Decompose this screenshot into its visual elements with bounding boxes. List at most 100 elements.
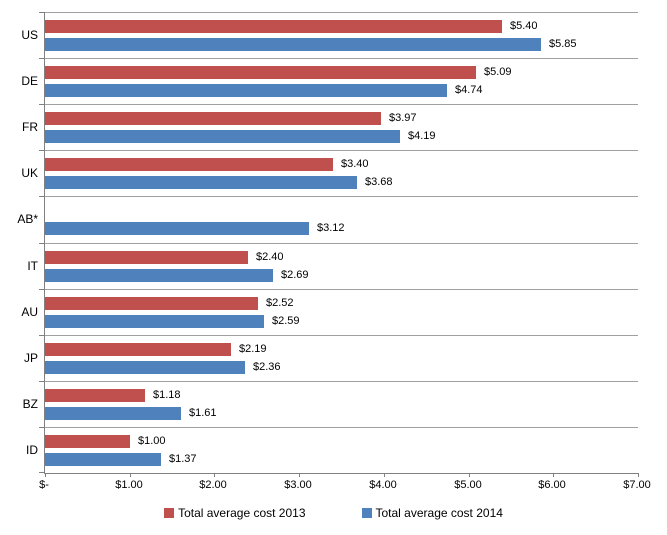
category-row: $1.18 $1.61 bbox=[45, 380, 638, 427]
category-label: JP bbox=[23, 350, 38, 365]
bar-series-1 bbox=[45, 296, 258, 310]
bar-series-2 bbox=[45, 84, 447, 98]
legend: Total average cost 2013 Total average cos… bbox=[0, 506, 667, 520]
value-axis-tick-label: $- bbox=[39, 479, 49, 491]
category-label: DE bbox=[21, 74, 38, 89]
category-label: IT bbox=[27, 258, 38, 273]
category-axis-tick bbox=[39, 427, 44, 428]
category-row: $3.40 $3.68 bbox=[45, 150, 638, 196]
bar-line: $1.37 bbox=[45, 452, 638, 466]
value-axis-tick bbox=[384, 473, 385, 477]
bar-line bbox=[45, 204, 638, 217]
value-axis-tick-label: $5.00 bbox=[454, 479, 482, 491]
category-row: $1.00 $1.37 bbox=[45, 426, 638, 473]
data-label: $2.19 bbox=[239, 342, 267, 355]
category-label: AU bbox=[21, 304, 38, 319]
value-axis-tick-label: $6.00 bbox=[538, 479, 566, 491]
category-axis-tick bbox=[39, 58, 44, 59]
value-axis-tick bbox=[130, 473, 131, 477]
category-row: $3.97 $4.19 bbox=[45, 104, 638, 150]
bar-series-2 bbox=[45, 130, 400, 144]
legend-label: Total average cost 2013 bbox=[178, 506, 306, 520]
bar-series-1 bbox=[45, 66, 476, 80]
value-axis-tick bbox=[469, 473, 470, 477]
data-label: $4.74 bbox=[455, 84, 483, 97]
bar-series-2 bbox=[45, 176, 357, 190]
data-label: $2.36 bbox=[253, 360, 281, 373]
category-axis-tick bbox=[39, 335, 44, 336]
bar-line: $2.36 bbox=[45, 360, 638, 374]
bar-series-2 bbox=[45, 406, 181, 420]
category-axis-tick bbox=[39, 472, 44, 473]
legend-item: Total average cost 2014 bbox=[361, 506, 503, 520]
data-label: $1.61 bbox=[189, 406, 217, 419]
bar-line: $2.69 bbox=[45, 268, 638, 282]
bar-series-2 bbox=[45, 38, 541, 52]
bar-line: $4.19 bbox=[45, 130, 638, 144]
bar-line: $1.18 bbox=[45, 388, 638, 402]
category-label: AB* bbox=[17, 212, 38, 227]
value-axis-tick bbox=[638, 473, 639, 477]
data-label: $5.40 bbox=[510, 20, 538, 33]
bar-line: $3.68 bbox=[45, 176, 638, 190]
bar-series-1 bbox=[45, 20, 502, 34]
data-label: $1.00 bbox=[138, 434, 166, 447]
bar-line: $2.59 bbox=[45, 314, 638, 328]
data-label: $3.97 bbox=[389, 112, 417, 125]
category-label: FR bbox=[22, 120, 38, 135]
category-axis-tick bbox=[39, 12, 44, 13]
legend-item: Total average cost 2013 bbox=[164, 506, 306, 520]
bar-line: $5.40 bbox=[45, 20, 638, 34]
bar-line: $1.00 bbox=[45, 434, 638, 448]
value-axis-tick-label: $2.00 bbox=[199, 479, 227, 491]
category-row: $2.19 $2.36 bbox=[45, 334, 638, 381]
bar-series-1 bbox=[45, 112, 381, 126]
data-label: $2.59 bbox=[272, 314, 300, 327]
bar-line: $5.09 bbox=[45, 66, 638, 80]
data-label: $3.68 bbox=[365, 176, 393, 189]
value-axis-tick-label: $3.00 bbox=[284, 479, 312, 491]
bar-series-1 bbox=[45, 158, 333, 172]
plot-area: $5.40 $5.85 $5.09 $4.74 $3.97 $4.19 $3.40 $3.68… bbox=[39, 12, 639, 477]
bar-series-2 bbox=[45, 314, 264, 328]
category-row: $2.40 $2.69 bbox=[45, 242, 638, 289]
bar-line: $5.85 bbox=[45, 38, 638, 52]
bar-line: $3.12 bbox=[45, 222, 638, 236]
data-label: $3.12 bbox=[317, 222, 345, 235]
bar-line: $1.61 bbox=[45, 406, 638, 420]
value-axis-tick bbox=[45, 473, 46, 477]
bar-series-1 bbox=[45, 434, 130, 448]
data-label: $2.52 bbox=[266, 296, 294, 309]
bar-series-2 bbox=[45, 452, 161, 466]
bar-series-1 bbox=[45, 388, 145, 402]
category-label: UK bbox=[21, 166, 38, 181]
bar-series-2 bbox=[45, 360, 245, 374]
value-axis-tick-label: $1.00 bbox=[115, 479, 143, 491]
data-label: $1.37 bbox=[169, 452, 197, 465]
value-axis-tick-label: $4.00 bbox=[369, 479, 397, 491]
value-axis-tick bbox=[553, 473, 554, 477]
legend-swatch-icon bbox=[164, 508, 175, 518]
bar-series-2 bbox=[45, 222, 309, 236]
data-label: $3.40 bbox=[341, 158, 369, 171]
category-row: $5.40 $5.85 bbox=[45, 12, 638, 58]
category-axis-tick bbox=[39, 150, 44, 151]
category-label: ID bbox=[26, 442, 38, 457]
value-axis-tick bbox=[214, 473, 215, 477]
category-axis-tick bbox=[39, 196, 44, 197]
value-axis-tick bbox=[299, 473, 300, 477]
data-label: $5.09 bbox=[484, 66, 512, 79]
category-axis-tick bbox=[39, 381, 44, 382]
data-label: $5.85 bbox=[549, 38, 577, 51]
bar-line: $2.40 bbox=[45, 250, 638, 264]
bar-line: $3.40 bbox=[45, 158, 638, 172]
data-label: $1.18 bbox=[153, 388, 181, 401]
value-axis-tick-label: $7.00 bbox=[623, 479, 651, 491]
bar-series-1 bbox=[45, 250, 248, 264]
category-label: BZ bbox=[22, 396, 38, 411]
category-axis-tick bbox=[39, 243, 44, 244]
category-axis-tick bbox=[39, 104, 44, 105]
category-row: $3.12 bbox=[45, 196, 638, 242]
bar-series-1 bbox=[45, 342, 231, 356]
